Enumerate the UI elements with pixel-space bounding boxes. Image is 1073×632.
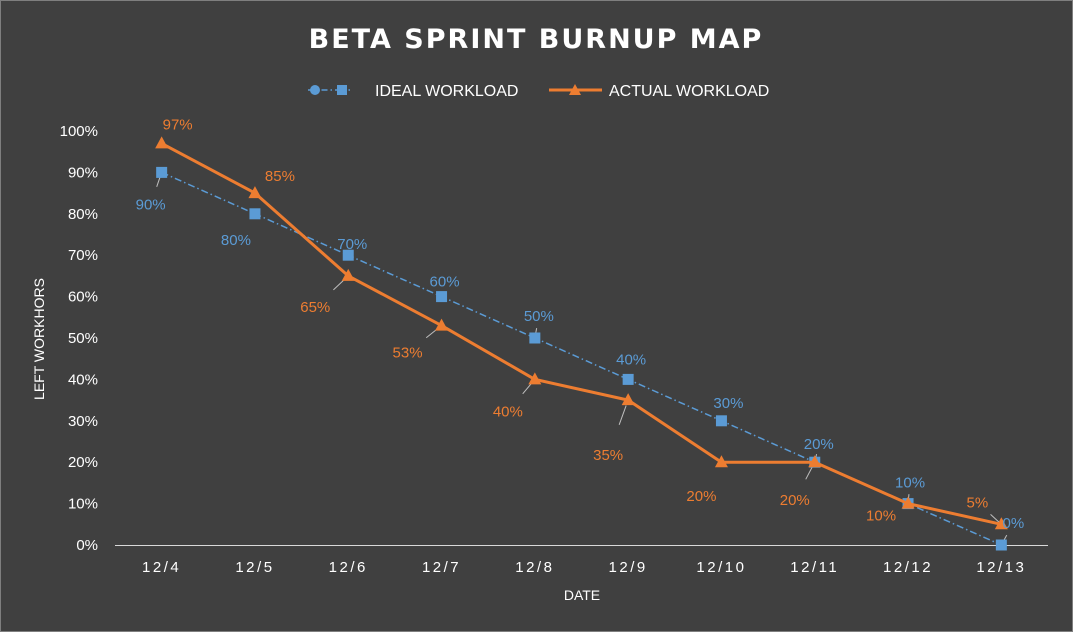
actual-workload-point (155, 136, 169, 149)
actual-data-label: 35% (593, 447, 623, 464)
legend-actual-label: ACTUAL WORKLOAD (609, 83, 769, 100)
ideal-workload-point (995, 539, 1007, 551)
x-tick-label: 12/8 (515, 559, 554, 576)
leader-line (990, 514, 1000, 523)
actual-data-label: 53% (393, 345, 423, 362)
x-tick-label: 12/9 (609, 559, 648, 576)
y-tick-label: 70% (68, 247, 98, 264)
ideal-workload-point (529, 332, 541, 344)
legend-ideal-label: IDEAL WORKLOAD (375, 83, 518, 100)
series-ideal-workload (156, 166, 1007, 551)
ideal-data-label: 30% (713, 395, 743, 412)
y-tick-label: 90% (68, 164, 98, 181)
legend-ideal-square-marker (337, 85, 347, 95)
legend: IDEAL WORKLOAD ACTUAL WORKLOAD (308, 83, 769, 100)
x-tick-label: 12/4 (142, 559, 181, 576)
leader-line (618, 405, 627, 426)
actual-workload-point (808, 455, 822, 468)
ideal-data-label: 0% (1003, 515, 1025, 532)
x-tick-label: 12/5 (235, 559, 274, 576)
x-tick-label: 12/13 (976, 559, 1026, 576)
ideal-workload-point (156, 166, 168, 178)
y-tick-label: 10% (68, 496, 98, 513)
y-axis-title: LEFT WORKHORS (31, 278, 47, 400)
actual-workload-line (160, 142, 1002, 526)
actual-workload-point (901, 496, 915, 509)
y-tick-label: 30% (68, 413, 98, 430)
ideal-data-label: 40% (616, 351, 646, 368)
y-tick-label: 50% (68, 330, 98, 347)
x-axis-title: DATE (564, 587, 600, 603)
actual-data-label: 65% (300, 299, 330, 316)
actual-data-label: 5% (967, 494, 989, 511)
leader-line (522, 382, 533, 395)
y-tick-label: 100% (60, 123, 98, 140)
x-tick-label: 12/6 (329, 559, 368, 576)
actual-data-label: 10% (866, 508, 896, 525)
actual-data-label: 85% (265, 168, 295, 185)
actual-data-label: 97% (163, 116, 193, 133)
x-tick-label: 12/10 (696, 559, 746, 576)
actual-workload-point (621, 393, 635, 406)
y-tick-label: 40% (68, 371, 98, 388)
y-axis: 0% 10% 20% 30% 40% 50% 60% 70% 80% 90% 100% (60, 123, 98, 554)
ideal-workload-point (436, 291, 448, 303)
y-tick-label: 0% (76, 537, 98, 554)
leader-line (805, 465, 814, 480)
legend-ideal[interactable]: IDEAL WORKLOAD (308, 83, 518, 100)
x-tick-label: 12/7 (422, 559, 461, 576)
x-tick-label: 12/12 (883, 559, 933, 576)
ideal-workload-point (715, 415, 727, 427)
y-tick-label: 20% (68, 454, 98, 471)
ideal-workload-point (342, 249, 354, 261)
ideal-data-label: 20% (804, 436, 834, 453)
ideal-workload-point (622, 373, 634, 385)
y-tick-label: 60% (68, 289, 98, 306)
ideal-data-label: 90% (136, 196, 166, 213)
series-actual-workload (155, 136, 1008, 530)
ideal-data-label: 80% (221, 232, 251, 249)
legend-ideal-circle-marker (310, 85, 320, 95)
actual-workload-point (528, 372, 542, 385)
x-tick-label: 12/11 (790, 559, 839, 576)
chart-title: BETA SPRINT BURNUP MAP (309, 24, 764, 55)
legend-actual[interactable]: ACTUAL WORKLOAD (549, 83, 769, 100)
y-tick-label: 80% (68, 206, 98, 223)
data-labels: 90% 80% 70% 60% 50% 40% 30% 20% 10% 0% 97% 85% 65% 53… (136, 116, 1025, 532)
ideal-workload-point (249, 208, 261, 220)
actual-data-label: 20% (780, 492, 810, 509)
actual-workload-point (341, 268, 355, 281)
ideal-data-label: 50% (524, 308, 554, 325)
legend-actual-triangle-marker (569, 84, 581, 95)
actual-data-label: 40% (493, 403, 523, 420)
ideal-data-label: 10% (895, 475, 925, 492)
actual-workload-point (714, 455, 728, 468)
actual-data-label: 20% (686, 488, 716, 505)
x-axis: 12/4 12/5 12/6 12/7 12/8 12/9 12/10 12/11 12/12 1… (142, 559, 1026, 576)
ideal-data-label: 70% (337, 236, 367, 253)
actual-workload-point (435, 318, 449, 331)
actual-workload-point (248, 186, 262, 199)
ideal-data-label: 60% (430, 274, 460, 291)
actual-workload-point (994, 517, 1008, 530)
